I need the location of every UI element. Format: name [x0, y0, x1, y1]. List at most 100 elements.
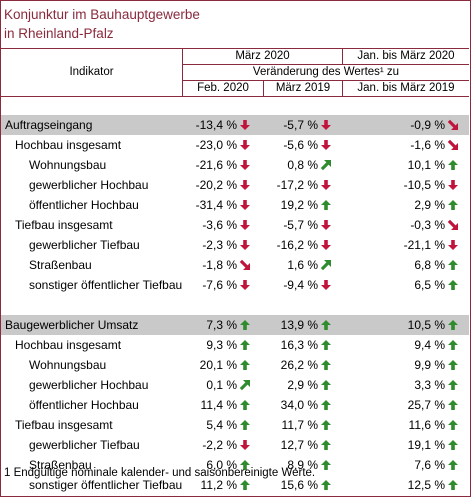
arrow-up-icon	[448, 260, 458, 270]
change-value: -17,2 %	[276, 178, 318, 192]
table-row: öffentlicher Hochbau 11,4 % 34,0 % 25,7 %	[1, 395, 469, 415]
arrow-up-icon	[240, 340, 250, 350]
table-row: Hochbau insgesamt 9,3 % 16,3 % 9,4 %	[1, 335, 469, 355]
arrow-down-icon	[448, 240, 458, 250]
row-label: gewerblicher Hochbau	[29, 178, 149, 192]
row-separator	[1, 354, 469, 355]
table-row: sonstiger öffentlicher Tiefbau -7,6 % -9,4…	[1, 275, 469, 295]
row-separator	[1, 274, 469, 275]
arrow-up-icon	[448, 380, 458, 390]
change-value: 6,5 %	[414, 278, 445, 292]
header-bottom-rule	[1, 96, 469, 97]
table-row: Straßenbau -1,8 % 1,6 % 6,8 %	[1, 255, 469, 275]
change-value: -2,3 %	[202, 238, 237, 252]
table-row: Wohnungsbau -21,6 % 0,8 % 10,1 %	[1, 155, 469, 175]
arrow-up-icon	[321, 440, 331, 450]
change-value: 7,6 %	[414, 458, 445, 472]
change-value: 2,9 %	[287, 378, 318, 392]
arrow-down-icon	[321, 140, 331, 150]
table-row: Hochbau insgesamt -23,0 % -5,6 % -1,6 %	[1, 135, 469, 155]
change-value: 13,9 %	[280, 318, 318, 332]
change-value: 0,1 %	[206, 378, 237, 392]
arrow-up-icon	[448, 160, 458, 170]
row-label: gewerblicher Tiefbau	[29, 438, 140, 452]
change-value: -21,1 %	[403, 238, 445, 252]
row-label: Straßenbau	[29, 258, 92, 272]
arrow-up-icon	[448, 320, 458, 330]
footnote: 1 Endgültige nominale kalender- und sais…	[4, 467, 316, 479]
change-value: -23,0 %	[195, 138, 237, 152]
row-label: Baugewerblicher Umsatz	[5, 318, 139, 332]
change-value: -5,6 %	[283, 138, 318, 152]
arrow-up-icon	[448, 440, 458, 450]
header-rule-2	[182, 80, 469, 81]
row-label: gewerblicher Tiefbau	[29, 238, 140, 252]
table-row: Tiefbau insgesamt -3,6 % -5,7 % -0,3 %	[1, 215, 469, 235]
row-separator	[1, 494, 469, 495]
header-divider-1	[182, 48, 183, 97]
change-value: 25,7 %	[407, 398, 445, 412]
arrow-down-icon	[240, 120, 250, 130]
header-divider-3b	[342, 80, 343, 97]
header-feb-2020: Feb. 2020	[197, 82, 249, 94]
change-value: 9,9 %	[414, 358, 445, 372]
change-value: 6,0 %	[206, 458, 237, 472]
row-label: Tiefbau insgesamt	[15, 418, 113, 432]
change-value: -3,6 %	[202, 218, 237, 232]
row-separator	[1, 174, 469, 175]
change-value: 16,3 %	[280, 338, 318, 352]
arrow-down-icon	[321, 280, 331, 290]
table-row: Wohnungsbau 20,1 % 26,2 % 9,9 %	[1, 355, 469, 375]
arrow-up-right-icon	[320, 160, 331, 171]
header-divider-3a	[342, 48, 343, 65]
arrow-down-icon	[240, 200, 250, 210]
change-value: 26,2 %	[280, 358, 318, 372]
change-value: 1,6 %	[287, 258, 318, 272]
change-value: 11,4 %	[200, 398, 237, 412]
header-divider-2	[263, 80, 264, 97]
row-separator	[1, 434, 469, 435]
arrow-down-icon	[321, 240, 331, 250]
header-top-rule	[1, 48, 469, 49]
row-label: sonstiger öffentlicher Tiefbau	[29, 278, 183, 292]
change-value: -0,3 %	[410, 218, 445, 232]
row-separator	[1, 254, 469, 255]
arrow-up-icon	[321, 200, 331, 210]
change-value: 34,0 %	[280, 398, 318, 412]
table-header: Indikator März 2020 Jan. bis März 2020 V…	[1, 48, 469, 97]
change-value: -1,6 %	[410, 138, 445, 152]
change-value: -16,2 %	[276, 238, 318, 252]
change-value: -20,2 %	[195, 178, 237, 192]
change-value: -13,4 %	[195, 118, 237, 132]
arrow-up-icon	[448, 360, 458, 370]
row-separator	[1, 214, 469, 215]
header-maerz-2019: März 2019	[275, 82, 331, 94]
arrow-up-icon	[240, 460, 250, 470]
arrow-down-icon	[240, 140, 250, 150]
change-value: -31,4 %	[195, 198, 237, 212]
change-value: 20,1 %	[199, 358, 237, 372]
change-value: 12,5 %	[407, 478, 445, 492]
arrow-up-icon	[321, 380, 331, 390]
row-separator	[1, 474, 469, 475]
table-row: öffentlicher Hochbau -31,4 % 19,2 % 2,9 %	[1, 195, 469, 215]
header-maerz-2020: März 2020	[235, 50, 290, 62]
row-separator	[1, 454, 469, 455]
change-value: -2,2 %	[202, 438, 237, 452]
header-jan-maerz-2020: Jan. bis März 2020	[357, 50, 455, 62]
change-value: 0,8 %	[287, 158, 318, 172]
row-separator	[1, 414, 469, 415]
arrow-up-icon	[321, 400, 331, 410]
row-label: gewerblicher Hochbau	[29, 378, 149, 392]
change-value: 11,6 %	[408, 418, 445, 432]
change-value: 19,2 %	[280, 198, 318, 212]
arrow-down-icon	[240, 180, 250, 190]
change-value: -0,9 %	[410, 118, 445, 132]
change-value: 7,3 %	[206, 318, 237, 332]
table-row: gewerblicher Hochbau 0,1 % 2,9 % 3,3 %	[1, 375, 469, 395]
table-row: gewerblicher Hochbau -20,2 % -17,2 % -10,5 …	[1, 175, 469, 195]
arrow-down-icon	[321, 180, 331, 190]
arrow-up-icon	[448, 480, 458, 490]
change-value: 15,6 %	[280, 478, 318, 492]
arrow-up-icon	[240, 480, 250, 490]
